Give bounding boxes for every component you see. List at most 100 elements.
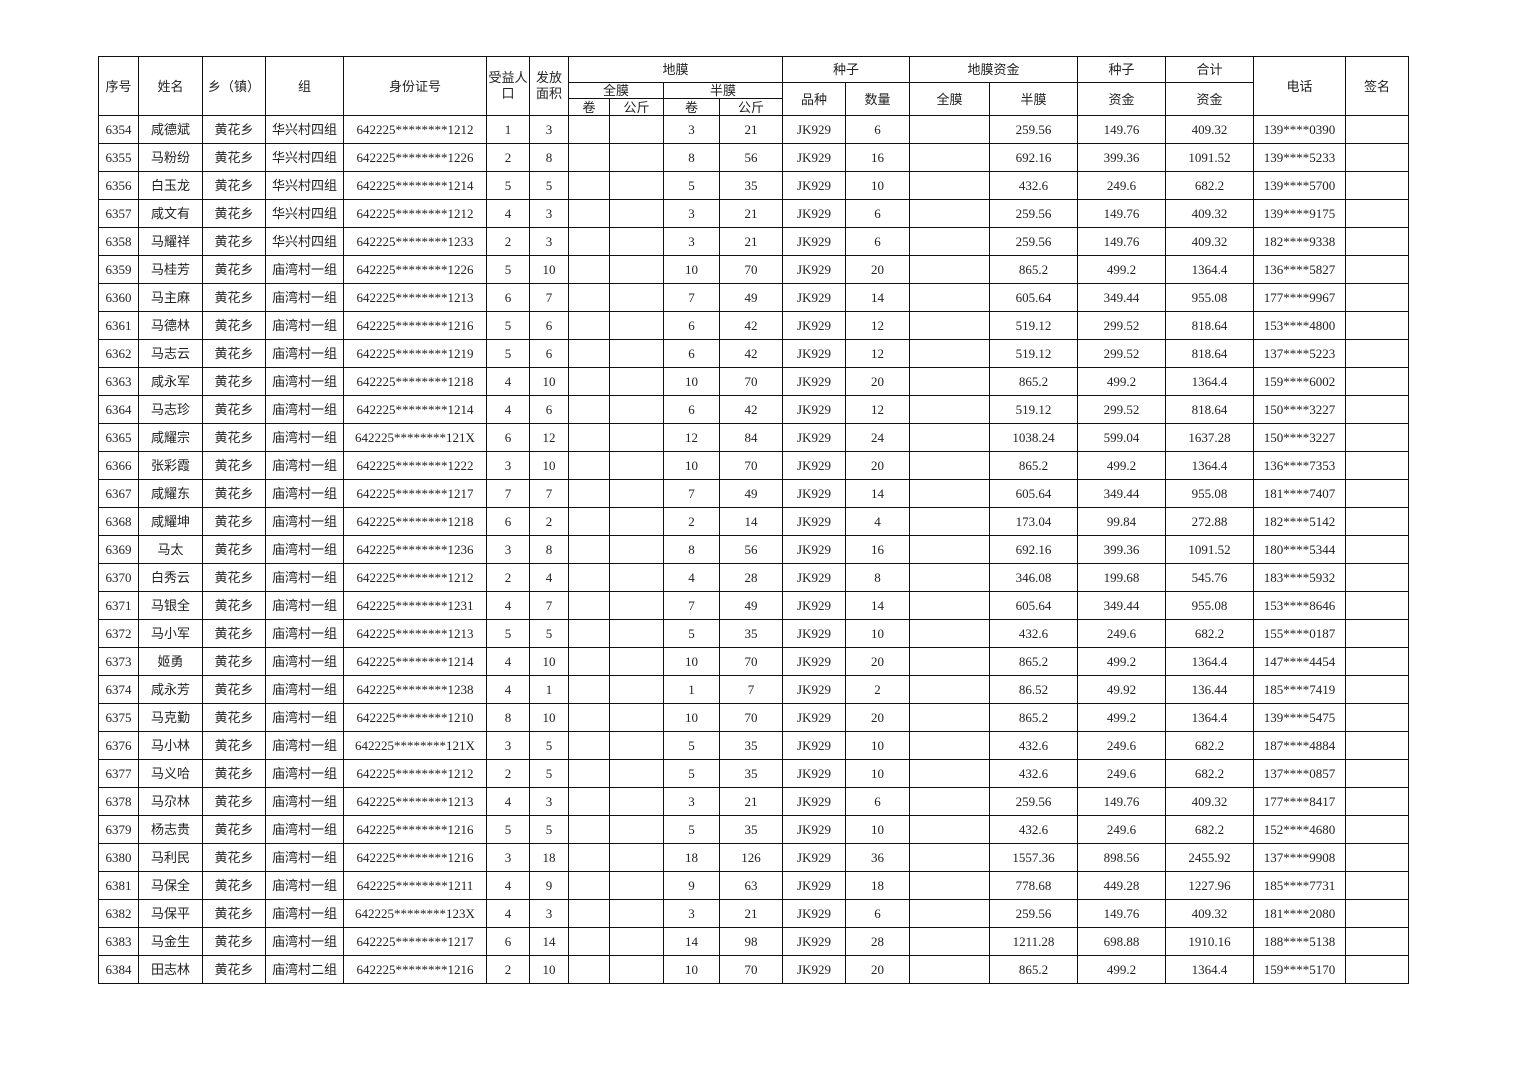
cell-signature[interactable] bbox=[1345, 759, 1410, 788]
cell-half-film-kg: 35 bbox=[718, 759, 784, 788]
cell-seed-fund: 249.6 bbox=[1077, 731, 1167, 760]
cell-signature[interactable] bbox=[1345, 843, 1410, 872]
cell-signature[interactable] bbox=[1345, 395, 1410, 424]
cell-town: 黄花乡 bbox=[202, 675, 266, 704]
cell-seed-variety: JK929 bbox=[782, 787, 847, 816]
cell-half-film-rolls: 1 bbox=[663, 675, 720, 704]
cell-signature[interactable] bbox=[1345, 339, 1410, 368]
cell-town: 黄花乡 bbox=[202, 759, 266, 788]
cell-seed-fund: 399.36 bbox=[1077, 535, 1167, 564]
cell-seq: 6356 bbox=[98, 171, 139, 200]
cell-full-film-fund bbox=[909, 955, 991, 984]
cell-signature[interactable] bbox=[1345, 787, 1410, 816]
cell-town: 黄花乡 bbox=[202, 619, 266, 648]
cell-signature[interactable] bbox=[1345, 899, 1410, 928]
table-row: 6357 咸文有 黄花乡 华兴村四组 642225********1212 4 3 3 21 JK… bbox=[98, 199, 1410, 228]
cell-town: 黄花乡 bbox=[202, 563, 266, 592]
cell-signature[interactable] bbox=[1345, 115, 1410, 144]
cell-id-number: 642225********1216 bbox=[343, 311, 487, 340]
cell-seq: 6383 bbox=[98, 927, 139, 956]
cell-half-film-fund: 259.56 bbox=[989, 899, 1079, 928]
cell-group: 庙湾村一组 bbox=[265, 367, 344, 396]
cell-full-film-fund bbox=[909, 815, 991, 844]
cell-area: 10 bbox=[529, 367, 569, 396]
cell-phone: 153****4800 bbox=[1253, 311, 1347, 340]
cell-signature[interactable] bbox=[1345, 423, 1410, 452]
cell-beneficiaries: 6 bbox=[486, 927, 530, 956]
cell-seq: 6381 bbox=[98, 871, 139, 900]
cell-group: 庙湾村一组 bbox=[265, 647, 344, 676]
cell-half-film-rolls: 10 bbox=[663, 255, 720, 284]
cell-signature[interactable] bbox=[1345, 535, 1410, 564]
cell-full-film-fund bbox=[909, 563, 991, 592]
cell-signature[interactable] bbox=[1345, 227, 1410, 256]
cell-half-film-rolls: 8 bbox=[663, 143, 720, 172]
cell-signature[interactable] bbox=[1345, 731, 1410, 760]
cell-signature[interactable] bbox=[1345, 619, 1410, 648]
cell-half-film-rolls: 3 bbox=[663, 199, 720, 228]
cell-signature[interactable] bbox=[1345, 367, 1410, 396]
cell-seed-variety: JK929 bbox=[782, 955, 847, 984]
cell-signature[interactable] bbox=[1345, 199, 1410, 228]
cell-area: 4 bbox=[529, 563, 569, 592]
table-row: 6361 马德林 黄花乡 庙湾村一组 642225********1216 5 6 6 42 JK… bbox=[98, 311, 1410, 340]
cell-full-film-rolls bbox=[568, 171, 610, 200]
cell-beneficiaries: 5 bbox=[486, 339, 530, 368]
cell-total-fund: 545.76 bbox=[1165, 563, 1255, 592]
cell-signature[interactable] bbox=[1345, 479, 1410, 508]
cell-signature[interactable] bbox=[1345, 563, 1410, 592]
cell-signature[interactable] bbox=[1345, 451, 1410, 480]
cell-full-film-fund bbox=[909, 451, 991, 480]
table-row: 6354 咸德斌 黄花乡 华兴村四组 642225********1212 1 3 3 21 JK… bbox=[98, 115, 1410, 144]
cell-area: 3 bbox=[529, 199, 569, 228]
cell-id-number: 642225********1213 bbox=[343, 283, 487, 312]
table-row: 6367 咸耀东 黄花乡 庙湾村一组 642225********1217 7 7 7 49 JK… bbox=[98, 479, 1410, 508]
cell-phone: 147****4454 bbox=[1253, 647, 1347, 676]
cell-signature[interactable] bbox=[1345, 591, 1410, 620]
cell-id-number: 642225********1217 bbox=[343, 479, 487, 508]
cell-id-number: 642225********1212 bbox=[343, 199, 487, 228]
cell-signature[interactable] bbox=[1345, 955, 1410, 984]
cell-group: 庙湾村一组 bbox=[265, 339, 344, 368]
cell-signature[interactable] bbox=[1345, 283, 1410, 312]
cell-signature[interactable] bbox=[1345, 143, 1410, 172]
cell-signature[interactable] bbox=[1345, 871, 1410, 900]
cell-signature[interactable] bbox=[1345, 927, 1410, 956]
cell-full-film-kg bbox=[609, 339, 664, 368]
cell-half-film-kg: 35 bbox=[718, 731, 784, 760]
cell-full-film-kg bbox=[609, 395, 664, 424]
cell-total-fund: 1364.4 bbox=[1165, 451, 1255, 480]
cell-seed-quantity: 12 bbox=[845, 339, 911, 368]
table-row: 6376 马小林 黄花乡 庙湾村一组 642225********121X 3 5 5 35 JK… bbox=[98, 731, 1410, 760]
cell-signature[interactable] bbox=[1345, 815, 1410, 844]
cell-beneficiaries: 4 bbox=[486, 871, 530, 900]
cell-half-film-rolls: 6 bbox=[663, 339, 720, 368]
cell-seed-fund: 149.76 bbox=[1077, 787, 1167, 816]
cell-name: 马桂芳 bbox=[138, 255, 203, 284]
cell-signature[interactable] bbox=[1345, 171, 1410, 200]
cell-seq: 6361 bbox=[98, 311, 139, 340]
cell-signature[interactable] bbox=[1345, 507, 1410, 536]
cell-signature[interactable] bbox=[1345, 311, 1410, 340]
cell-signature[interactable] bbox=[1345, 675, 1410, 704]
cell-signature[interactable] bbox=[1345, 703, 1410, 732]
cell-total-fund: 682.2 bbox=[1165, 759, 1255, 788]
table-row: 6377 马义哈 黄花乡 庙湾村一组 642225********1212 2 5 5 35 JK… bbox=[98, 759, 1410, 788]
cell-seed-quantity: 20 bbox=[845, 647, 911, 676]
cell-half-film-kg: 70 bbox=[718, 255, 784, 284]
cell-seq: 6384 bbox=[98, 955, 139, 984]
cell-full-film-fund bbox=[909, 731, 991, 760]
cell-id-number: 642225********1214 bbox=[343, 171, 487, 200]
cell-town: 黄花乡 bbox=[202, 535, 266, 564]
cell-full-film-fund bbox=[909, 787, 991, 816]
cell-town: 黄花乡 bbox=[202, 815, 266, 844]
cell-signature[interactable] bbox=[1345, 647, 1410, 676]
cell-half-film-fund: 778.68 bbox=[989, 871, 1079, 900]
cell-signature[interactable] bbox=[1345, 255, 1410, 284]
cell-seed-variety: JK929 bbox=[782, 815, 847, 844]
cell-seed-fund: 499.2 bbox=[1077, 955, 1167, 984]
cell-half-film-rolls: 8 bbox=[663, 535, 720, 564]
cell-total-fund: 682.2 bbox=[1165, 731, 1255, 760]
cell-full-film-rolls bbox=[568, 339, 610, 368]
cell-seed-fund: 149.76 bbox=[1077, 899, 1167, 928]
